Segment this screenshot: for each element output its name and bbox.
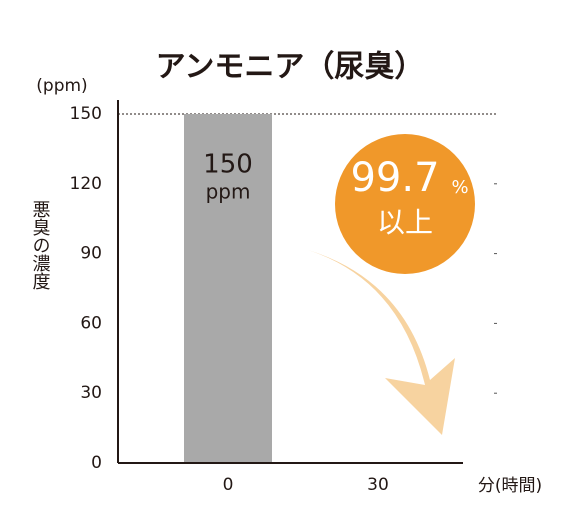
badge bbox=[335, 134, 475, 274]
y-axis-label: 悪臭の濃度 bbox=[30, 200, 51, 290]
y-tick-label: 150 bbox=[70, 104, 102, 124]
y-unit: (ppm) bbox=[36, 76, 87, 96]
x-axis-label: 分(時間) bbox=[478, 476, 542, 496]
chart-title: アンモニア（尿臭） bbox=[156, 50, 425, 85]
data-label: 150 bbox=[203, 150, 253, 180]
bar bbox=[184, 114, 272, 463]
badge-unit: % bbox=[451, 177, 468, 198]
y-tick-label: 0 bbox=[91, 453, 102, 473]
x-tick-label: 30 bbox=[367, 475, 389, 495]
y-tick-label: 90 bbox=[80, 244, 102, 264]
badge-value: 99.7 bbox=[350, 155, 439, 201]
arrow bbox=[308, 250, 455, 435]
y-tick-label: 60 bbox=[80, 313, 102, 333]
y-tick-label: 120 bbox=[70, 174, 102, 194]
y-tick-label: 30 bbox=[80, 383, 102, 403]
x-tick-label: 0 bbox=[223, 475, 234, 495]
data-label-unit: ppm bbox=[206, 180, 251, 204]
badge-text: 以上 bbox=[377, 206, 433, 239]
